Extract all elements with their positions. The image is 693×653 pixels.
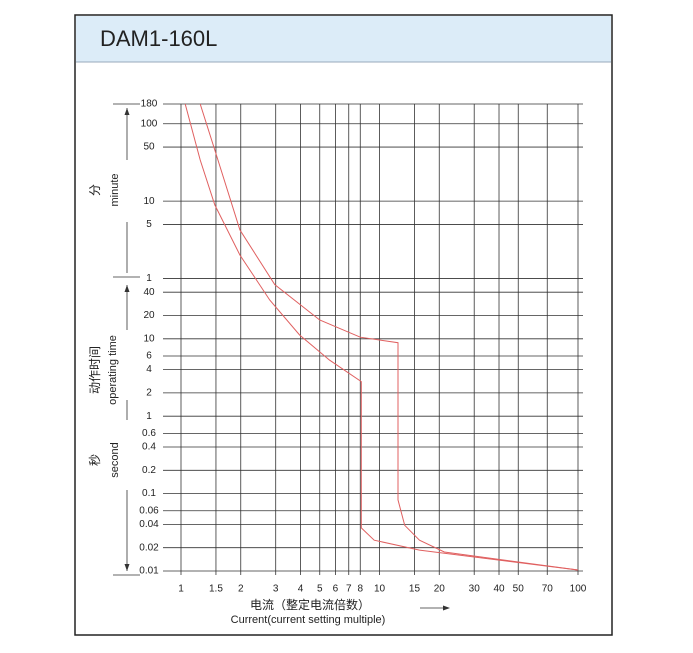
- x-tick-label: 30: [469, 584, 481, 595]
- x-tick-label: 2: [238, 584, 244, 595]
- y-tick-label: 6: [146, 351, 152, 362]
- x-tick-label: 20: [434, 584, 446, 595]
- arrows: [124, 108, 450, 611]
- y-tick-label: 180: [141, 99, 158, 110]
- y-tick-label: 0.2: [142, 465, 156, 476]
- y-label: second: [109, 442, 121, 477]
- x-tick-label: 10: [374, 584, 386, 595]
- y-tick-label: 20: [143, 310, 155, 321]
- curve: [184, 103, 579, 571]
- y-label: 分: [88, 184, 102, 196]
- y-tick-label: 0.02: [139, 542, 159, 553]
- y-tick-label: 0.04: [139, 519, 159, 530]
- x-label: Current(current setting multiple): [231, 614, 386, 626]
- x-tick-label: 5: [317, 584, 323, 595]
- x-tick-label: 1: [178, 584, 184, 595]
- x-tick-label: 100: [570, 584, 587, 595]
- y-tick-label: 10: [143, 333, 155, 344]
- x-tick-label: 70: [542, 584, 554, 595]
- y-tick-label: 2: [146, 388, 152, 399]
- x-label: 电流（整定电流倍数）: [250, 597, 370, 612]
- y-tick-label: 100: [141, 118, 158, 129]
- y-tick-label: 50: [143, 142, 155, 153]
- y-label: operating time: [107, 335, 119, 405]
- y-tick-label: 0.6: [142, 428, 156, 439]
- x-tick-label: 1.5: [209, 584, 223, 595]
- x-tick-label: 6: [333, 584, 339, 595]
- y-tick-label: 0.4: [142, 442, 156, 453]
- x-tick-label: 7: [346, 584, 352, 595]
- x-tick-label: 8: [357, 584, 363, 595]
- chart-title: DAM1-160L: [100, 26, 217, 51]
- curve: [199, 103, 579, 571]
- x-tick-label: 3: [273, 584, 279, 595]
- x-tick-label: 50: [513, 584, 525, 595]
- y-tick-label: 40: [143, 287, 155, 298]
- frame: [74, 14, 613, 636]
- y-label: 秒: [88, 454, 102, 466]
- y-tick-label: 0.01: [139, 566, 159, 577]
- y-label: minute: [109, 173, 121, 206]
- x-tick-label: 40: [493, 584, 505, 595]
- x-tick-label: 15: [409, 584, 421, 595]
- y-tick-label: 1: [146, 411, 152, 422]
- y-tick-label: 0.1: [142, 488, 156, 499]
- y-tick-label: 4: [146, 364, 152, 375]
- y-brackets: [113, 103, 445, 609]
- y-label: 动作时间: [88, 346, 102, 394]
- y-tick-label: 10: [143, 196, 155, 207]
- y-tick-label: 5: [146, 219, 152, 230]
- header-band: [76, 16, 611, 62]
- x-tick-label: 4: [298, 584, 304, 595]
- y-tick-label: 0.06: [139, 505, 159, 516]
- y-tick-label: 1: [146, 273, 152, 284]
